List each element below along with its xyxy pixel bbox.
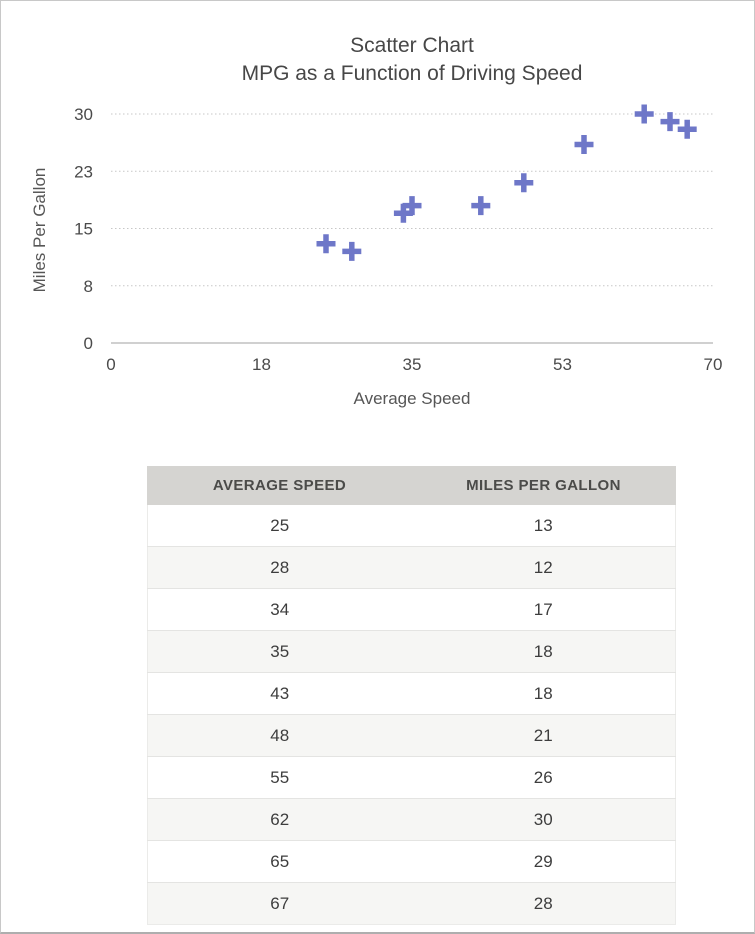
table-cell: 48 <box>147 714 412 757</box>
table-cell: 55 <box>147 756 412 799</box>
table-cell: 30 <box>411 798 676 841</box>
chart-subtitle: MPG as a Function of Driving Speed <box>241 62 583 85</box>
data-point-marker <box>514 173 534 193</box>
table-row: 67 28 <box>147 882 676 925</box>
x-axis-title: Average Speed <box>353 389 471 408</box>
table-row: 65 29 <box>147 840 676 883</box>
table-row: 34 17 <box>147 588 676 631</box>
table-cell: 67 <box>147 882 412 925</box>
table-cell: 12 <box>411 546 676 589</box>
table-cell: 25 <box>147 504 412 547</box>
table-cell: 18 <box>411 630 676 673</box>
table-row: 62 30 <box>147 798 676 841</box>
chart-title: Scatter Chart <box>350 34 474 57</box>
data-point-marker <box>342 241 362 261</box>
table-row: 48 21 <box>147 714 676 757</box>
table-cell: 35 <box>147 630 412 673</box>
table-cell: 13 <box>411 504 676 547</box>
table-cell: 34 <box>147 588 412 631</box>
table-header-row: AVERAGE SPEED MILES PER GALLON <box>147 466 676 505</box>
table-row: 55 26 <box>147 756 676 799</box>
table-cell: 21 <box>411 714 676 757</box>
table-cell: 26 <box>411 756 676 799</box>
y-tick-label: 23 <box>74 162 93 181</box>
table-row: 35 18 <box>147 630 676 673</box>
data-point-marker <box>634 104 654 124</box>
table-cell: 29 <box>411 840 676 883</box>
table-cell: 62 <box>147 798 412 841</box>
x-tick-label: 35 <box>403 355 422 374</box>
y-tick-label: 0 <box>84 334 93 353</box>
column-header-average-speed: AVERAGE SPEED <box>147 466 412 505</box>
y-tick-label: 30 <box>74 105 93 124</box>
x-tick-label: 18 <box>252 355 271 374</box>
x-tick-label: 70 <box>704 355 723 374</box>
table-cell: 28 <box>147 546 412 589</box>
y-tick-label: 8 <box>84 277 93 296</box>
column-header-miles-per-gallon: MILES PER GALLON <box>411 466 676 505</box>
plot-area: 0 8 15 23 30 0 18 35 53 70 <box>74 104 723 374</box>
data-point-marker <box>402 196 422 216</box>
data-point-marker <box>677 119 697 139</box>
y-tick-label: 15 <box>74 220 93 239</box>
data-point-marker <box>316 234 336 254</box>
table-row: 43 18 <box>147 672 676 715</box>
table-body: 25 13 28 12 34 17 35 18 43 18 48 21 55 26 62 30 65 29 67 28 <box>147 504 676 925</box>
data-point-marker <box>660 112 680 132</box>
chart-data-table: AVERAGE SPEED MILES PER GALLON 25 13 28 12 3… <box>147 466 676 925</box>
data-point-marker <box>574 135 594 155</box>
table-cell: 43 <box>147 672 412 715</box>
table-row: 28 12 <box>147 546 676 589</box>
table-row: 25 13 <box>147 504 676 547</box>
table-cell: 28 <box>411 882 676 925</box>
table-cell: 18 <box>411 672 676 715</box>
scatter-chart: Scatter Chart MPG as a Function of Drivi… <box>1 1 754 431</box>
table-cell: 17 <box>411 588 676 631</box>
table-cell: 65 <box>147 840 412 883</box>
x-tick-label: 0 <box>106 355 115 374</box>
data-point-marker <box>471 196 491 216</box>
x-tick-label: 53 <box>553 355 572 374</box>
